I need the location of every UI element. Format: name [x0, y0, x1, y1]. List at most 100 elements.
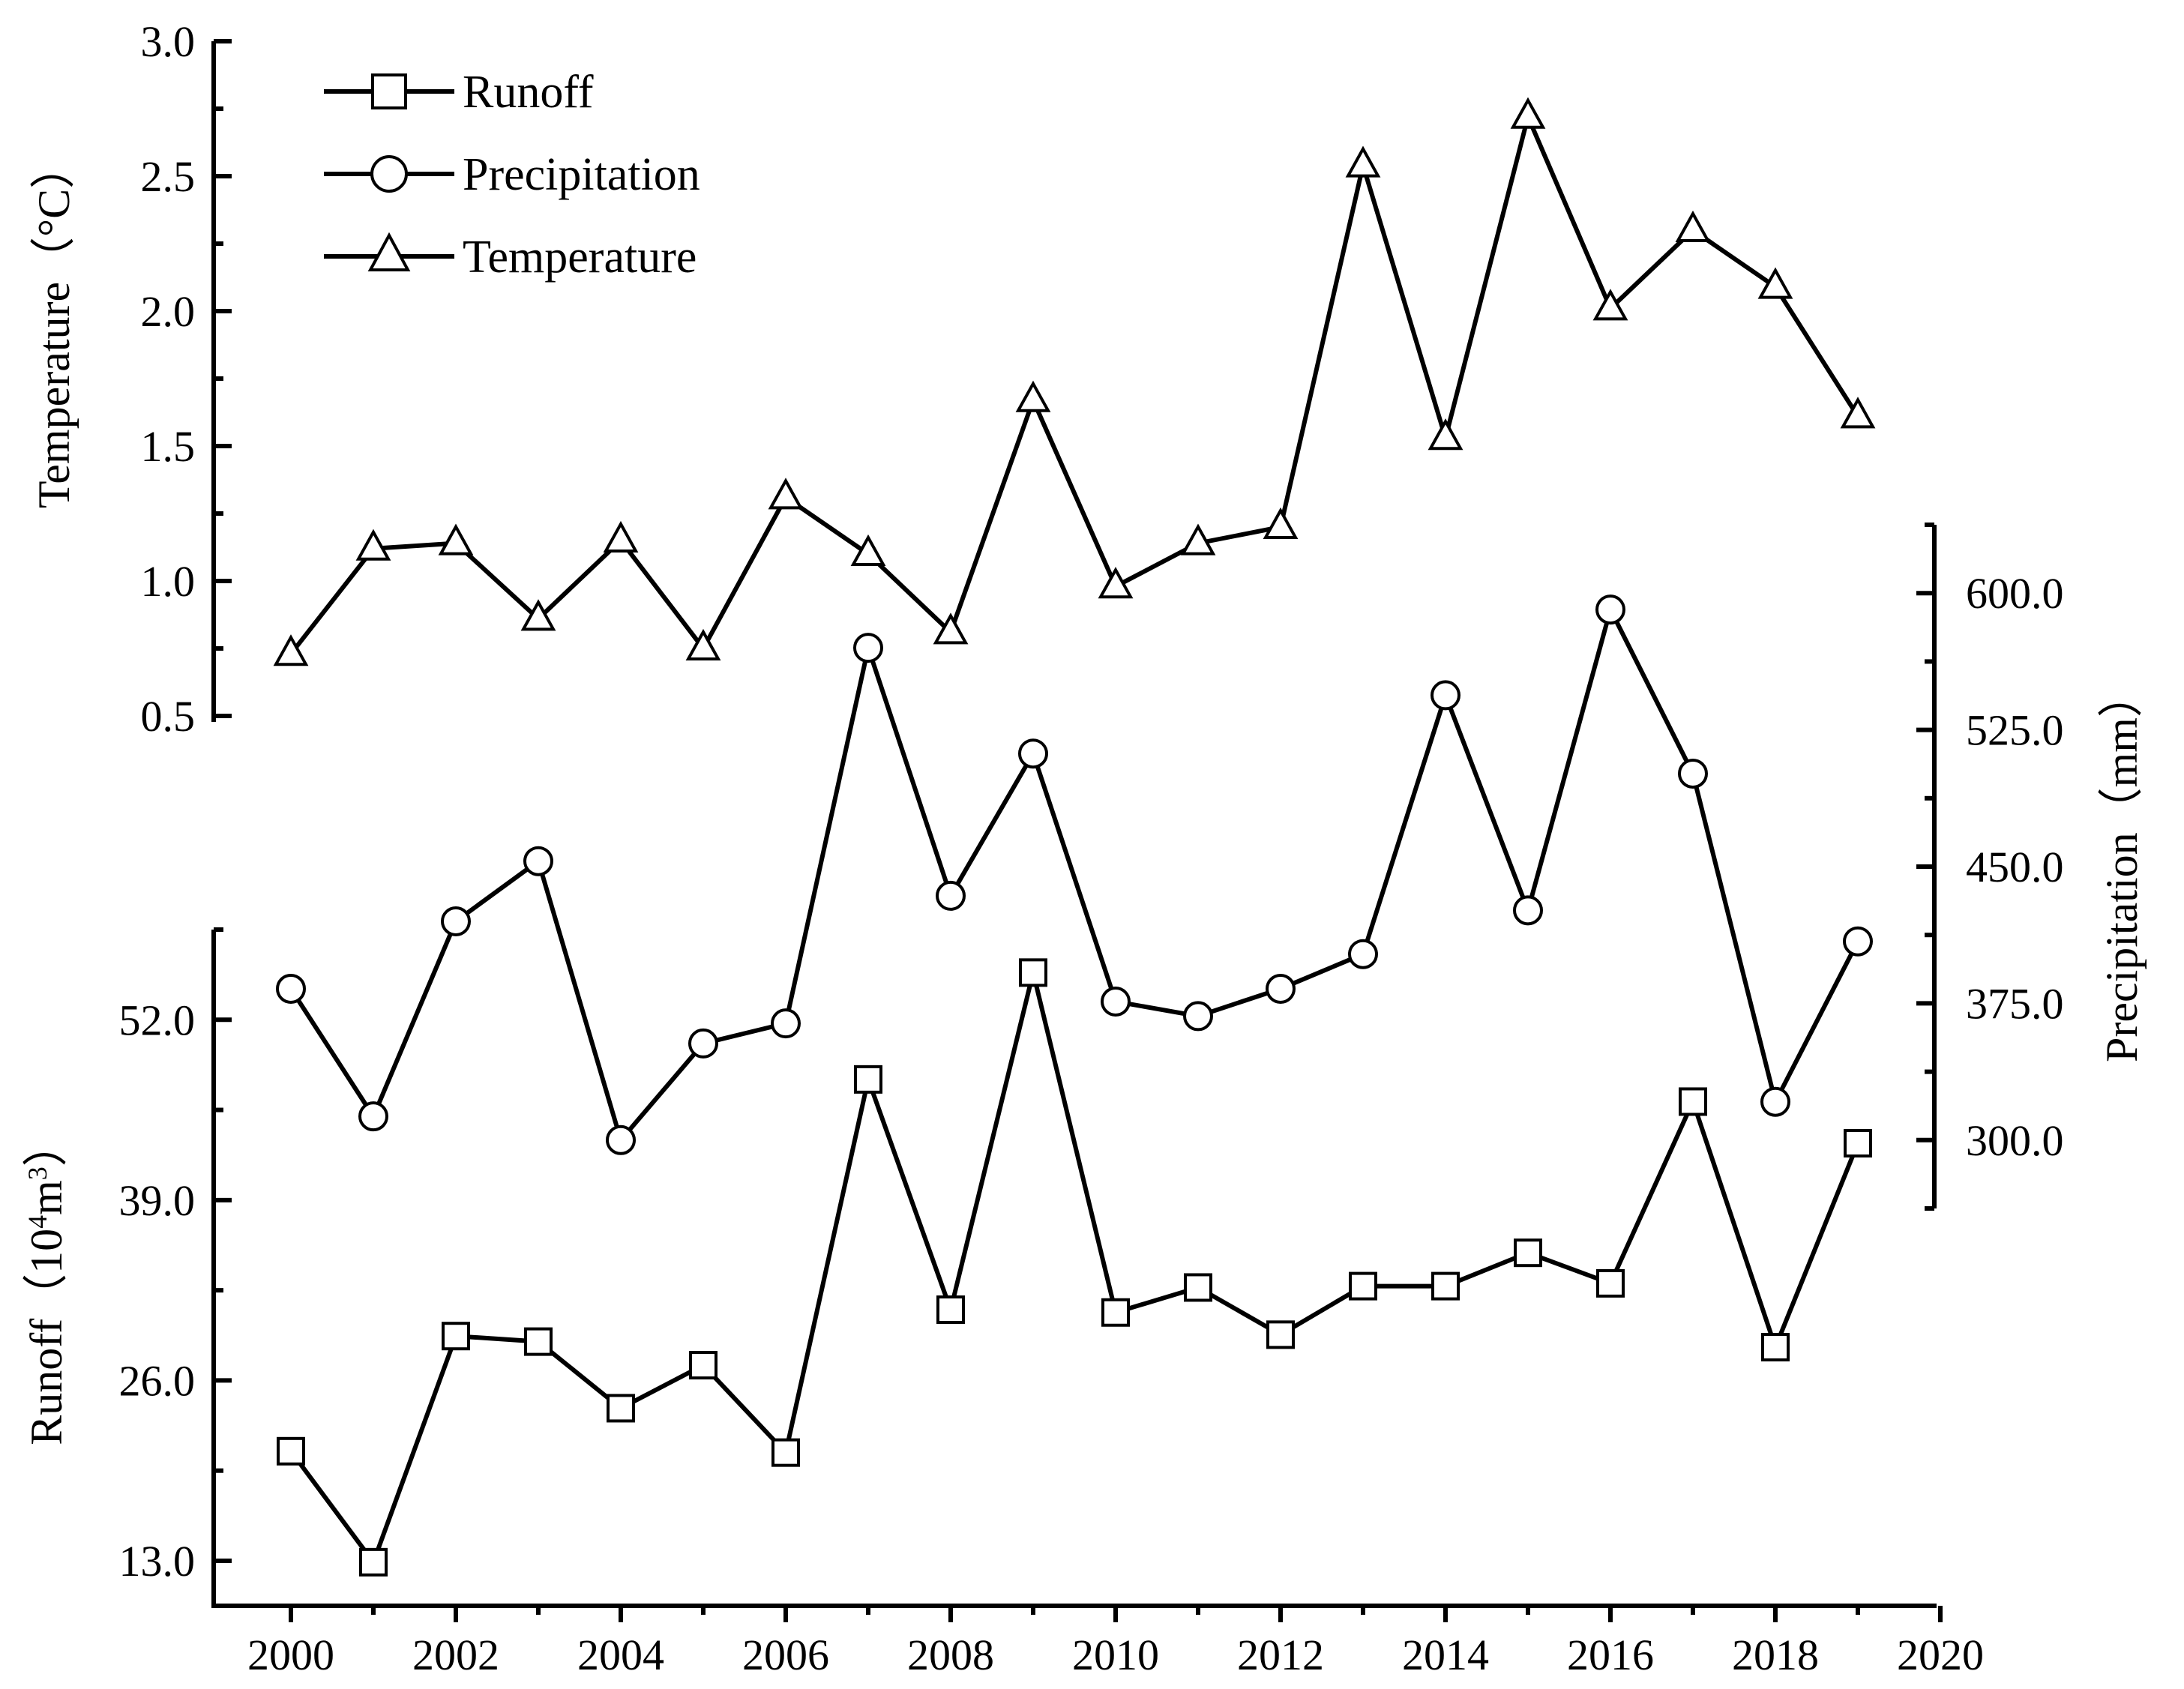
- precipitation-tick-label: 300.0: [1966, 1116, 2064, 1165]
- temperature-point: [685, 628, 721, 660]
- temperature-point: [1592, 289, 1628, 321]
- temperature-tick-label: 0.5: [141, 692, 196, 741]
- temperature-series-line: [289, 109, 1860, 656]
- precipitation-series-line: [289, 603, 1860, 1145]
- temperature-point: [1428, 418, 1463, 451]
- runoff-axis-title-unit-m: m: [22, 1180, 71, 1215]
- precipitation-point: [523, 846, 553, 876]
- x-tick-label: 2018: [1732, 1631, 1819, 1679]
- precipitation-point: [1348, 939, 1378, 969]
- temperature-axis-title-unit: （°C）: [29, 144, 79, 282]
- temperature-point: [1098, 567, 1134, 599]
- temperature-point: [1510, 97, 1546, 129]
- precipitation-point: [1760, 1086, 1790, 1117]
- temperature-tick-label: 2.5: [141, 152, 196, 201]
- precipitation-point: [606, 1125, 636, 1155]
- legend-entry-runoff: Runoff: [324, 67, 594, 118]
- runoff-tick-label: 39.0: [119, 1176, 196, 1225]
- legend-circle-marker-icon: [370, 155, 408, 193]
- precipitation-point: [276, 973, 306, 1004]
- temperature-tick-label: 2.0: [141, 287, 196, 336]
- runoff-axis-title-main: Runoff: [22, 1319, 71, 1445]
- x-tick-label: 2012: [1237, 1631, 1324, 1679]
- runoff-tick-label: 13.0: [119, 1537, 196, 1586]
- runoff-point: [854, 1065, 882, 1094]
- temperature-point: [273, 634, 309, 666]
- x-tick-label: 2020: [1897, 1631, 1984, 1679]
- x-tick-label: 2008: [907, 1631, 994, 1679]
- series-layer: [273, 97, 1876, 1577]
- runoff-point: [524, 1327, 553, 1356]
- temperature-point: [1345, 145, 1381, 178]
- runoff-axis-title-unit-exp2: 3: [22, 1166, 52, 1180]
- temperature-point: [1757, 267, 1793, 299]
- runoff-axis-title-paren-open: （: [22, 1274, 71, 1319]
- temperature-point: [1840, 397, 1876, 429]
- runoff-point: [689, 1351, 718, 1380]
- precipitation-axis-title: Precipitation（mm）: [2097, 672, 2147, 1062]
- precipitation-point: [1266, 973, 1296, 1004]
- runoff-axis-title-unit-base: 10: [22, 1229, 71, 1274]
- runoff-tick-label: 52.0: [119, 996, 196, 1044]
- precipitation-point: [1678, 758, 1708, 789]
- runoff-point: [1514, 1238, 1542, 1268]
- temperature-point: [933, 612, 969, 645]
- runoff-point: [771, 1438, 800, 1467]
- runoff-axis-title-unit-exp1: 4: [22, 1215, 52, 1229]
- temperature-point: [438, 523, 474, 556]
- temperature-point: [768, 478, 804, 510]
- temperature-axis-title-main: Temperature: [29, 282, 79, 508]
- runoff-point: [1349, 1271, 1377, 1301]
- x-tick-label: 2010: [1072, 1631, 1159, 1679]
- precipitation-tick-label: 375.0: [1966, 979, 2064, 1028]
- x-tick-label: 2006: [742, 1631, 829, 1679]
- legend: Runoff Precipitation Temperature: [324, 67, 700, 283]
- runoff-point: [277, 1436, 305, 1466]
- precipitation-point: [441, 906, 471, 936]
- precipitation-point: [1183, 1001, 1213, 1032]
- precipitation-point: [1595, 594, 1625, 625]
- runoff-series-line: [289, 972, 1860, 1568]
- precipitation-point: [1101, 986, 1131, 1017]
- x-tick-label: 2016: [1567, 1631, 1654, 1679]
- runoff-axis-title: Runoff（104m3）: [22, 1122, 71, 1445]
- runoff-point: [1761, 1333, 1790, 1362]
- x-tick-label: 2014: [1402, 1631, 1489, 1679]
- temperature-point: [850, 534, 886, 566]
- temperature-tick-label: 1.5: [141, 422, 196, 471]
- temperature-point: [355, 529, 391, 561]
- tick-labels: 2000 2002 2004 2006 2008 2010 2012 2014 2016 2018…: [119, 17, 2064, 1679]
- precipitation-tick-label: 600.0: [1966, 569, 2064, 618]
- precipitation-tick-label: 450.0: [1966, 843, 2064, 891]
- precipitation-point: [936, 880, 966, 911]
- precipitation-point: [688, 1028, 718, 1059]
- legend-label-precipitation: Precipitation: [463, 149, 700, 200]
- legend-label-runoff: Runoff: [463, 67, 594, 118]
- tick-marks: [214, 39, 1943, 1622]
- temperature-point: [520, 599, 556, 631]
- runoff-tick-label: 26.0: [119, 1356, 196, 1405]
- precipitation-point: [771, 1008, 801, 1039]
- precipitation-point: [1513, 895, 1543, 926]
- legend-square-marker-icon: [371, 73, 407, 109]
- temperature-tick-label: 1.0: [141, 557, 196, 606]
- temperature-point: [603, 520, 639, 553]
- runoff-point: [1431, 1271, 1460, 1301]
- legend-entry-temperature: Temperature: [324, 232, 697, 283]
- runoff-point: [607, 1394, 635, 1423]
- x-tick-label: 2000: [247, 1631, 334, 1679]
- runoff-point: [1679, 1087, 1707, 1116]
- temperature-point: [1015, 380, 1051, 412]
- precipitation-point: [853, 633, 883, 663]
- legend-triangle-marker-icon: [367, 232, 411, 271]
- runoff-point: [1184, 1273, 1212, 1302]
- precipitation-tick-label: 525.0: [1966, 706, 2064, 755]
- x-tick-label: 2004: [577, 1631, 664, 1679]
- temperature-point: [1675, 210, 1711, 242]
- x-tick-label: 2002: [412, 1631, 499, 1679]
- runoff-point: [1596, 1268, 1625, 1298]
- precipitation-point: [1018, 738, 1048, 769]
- precipitation-point: [1843, 926, 1873, 957]
- temperature-point: [1180, 523, 1216, 556]
